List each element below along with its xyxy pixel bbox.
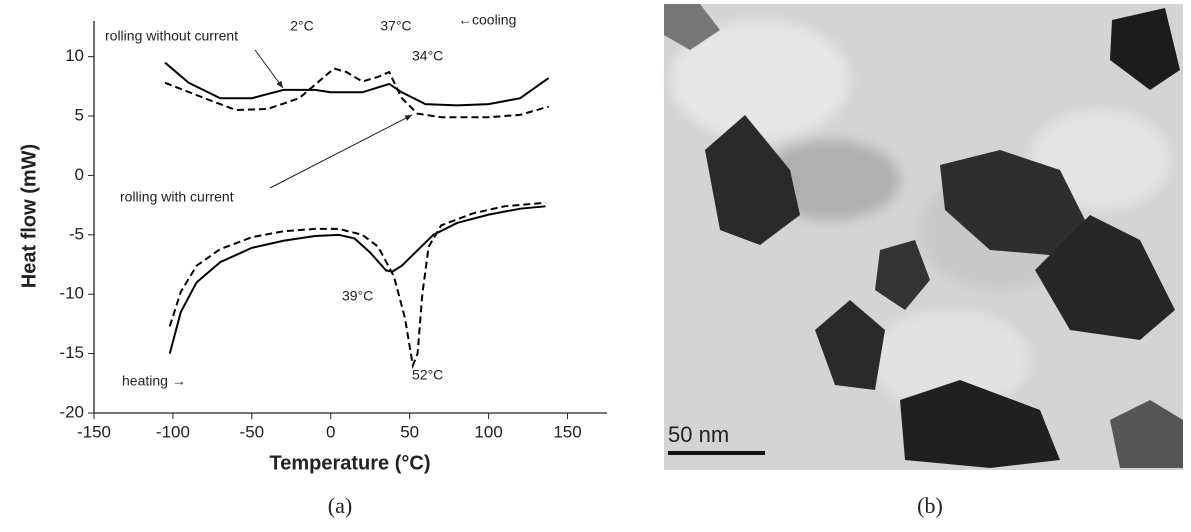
x-tick-label: 50: [400, 422, 419, 441]
annotation: 37°C: [380, 18, 411, 34]
y-tick-label: -20: [59, 402, 84, 421]
annotation: rolling with current: [120, 189, 234, 205]
annotation: 34°C: [412, 48, 443, 64]
x-axis-label: Temperature (°C): [270, 452, 431, 474]
line: [170, 206, 546, 353]
x-tick-label: -50: [240, 422, 265, 441]
annotation: rolling without current: [105, 28, 238, 44]
x-tick-label: -100: [156, 422, 190, 441]
line: [165, 63, 549, 106]
x-tick-label: 150: [553, 422, 581, 441]
y-tick-label: 10: [65, 46, 84, 65]
x-tick-label: 100: [474, 422, 502, 441]
x-tick-label: -150: [77, 422, 111, 441]
arrow: [270, 115, 412, 188]
y-axis-label: Heat flow (mW): [18, 144, 40, 288]
y-tick-label: -15: [59, 343, 84, 362]
annotation: 2°C: [290, 18, 314, 34]
annotation: 39°C: [342, 288, 373, 304]
annotation: ←cooling: [458, 12, 516, 28]
annotation: heating →: [122, 373, 186, 389]
arrow: [255, 50, 283, 88]
line: [170, 203, 546, 366]
y-tick-label: 0: [75, 165, 84, 184]
panel-label: (a): [328, 493, 352, 518]
x-tick-label: 0: [326, 422, 335, 441]
micrograph: [664, 4, 1183, 470]
y-tick-label: -10: [59, 284, 84, 303]
scale-bar-label: 50 nm: [668, 422, 729, 447]
figure: -20-15-10-50510-150-100-50050100150rolli…: [0, 0, 1191, 527]
y-tick-label: 5: [75, 106, 84, 125]
annotation: 52°C: [412, 367, 443, 383]
y-tick-label: -5: [69, 224, 84, 243]
scale-bar: [668, 451, 765, 455]
panel-label: (b): [917, 493, 943, 518]
